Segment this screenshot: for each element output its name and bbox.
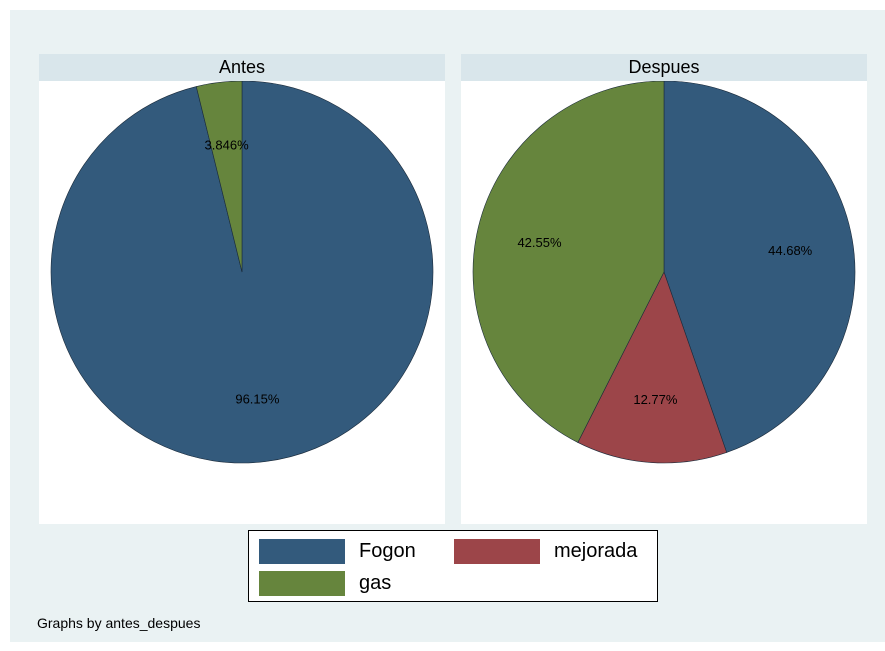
slice-label-despues-mejorada: 12.77% (633, 392, 678, 407)
pie-panel-despues: Despues 44.68% 12.77% 42.55% (461, 54, 867, 524)
panel-title-antes: Antes (39, 54, 445, 81)
panel-title-despues: Despues (461, 54, 867, 81)
legend-label-fogon: Fogon (359, 540, 416, 562)
slice-label-antes-fogon: 96.15% (235, 392, 280, 407)
legend-label-mejorada: mejorada (554, 540, 638, 562)
slice-label-despues-fogon: 44.68% (768, 243, 813, 258)
pie-panel-antes: Antes 96.15% 3.846% (39, 54, 445, 524)
graphs-by-note: Graphs by antes_despues (37, 615, 201, 631)
legend-label-gas: gas (359, 572, 392, 594)
pie-antes: 96.15% 3.846% (50, 81, 434, 464)
chart-background: Antes 96.15% 3.846% Despues 44.68% 12.77% 4… (10, 10, 885, 642)
legend-item-mejorada: mejorada (454, 539, 637, 564)
legend-swatch-mejorada (454, 539, 540, 564)
pie-slice-despues-fogon (663, 81, 856, 453)
pie-slice-antes-gas (195, 81, 243, 273)
legend-item-fogon: Fogon (259, 539, 416, 564)
pie-slice-despues-mejorada (577, 271, 728, 464)
legend-item-gas: gas (259, 571, 391, 596)
pie-despues: 44.68% 12.77% 42.55% (472, 81, 856, 464)
slice-label-despues-gas: 42.55% (517, 235, 562, 250)
pie-slice-despues-gas (472, 81, 665, 443)
legend: Fogon mejorada gas (248, 530, 658, 602)
slice-label-antes-gas: 3.846% (205, 138, 250, 153)
pie-slice-antes-fogon (50, 81, 434, 464)
legend-swatch-fogon (259, 539, 345, 564)
legend-swatch-gas (259, 571, 345, 596)
